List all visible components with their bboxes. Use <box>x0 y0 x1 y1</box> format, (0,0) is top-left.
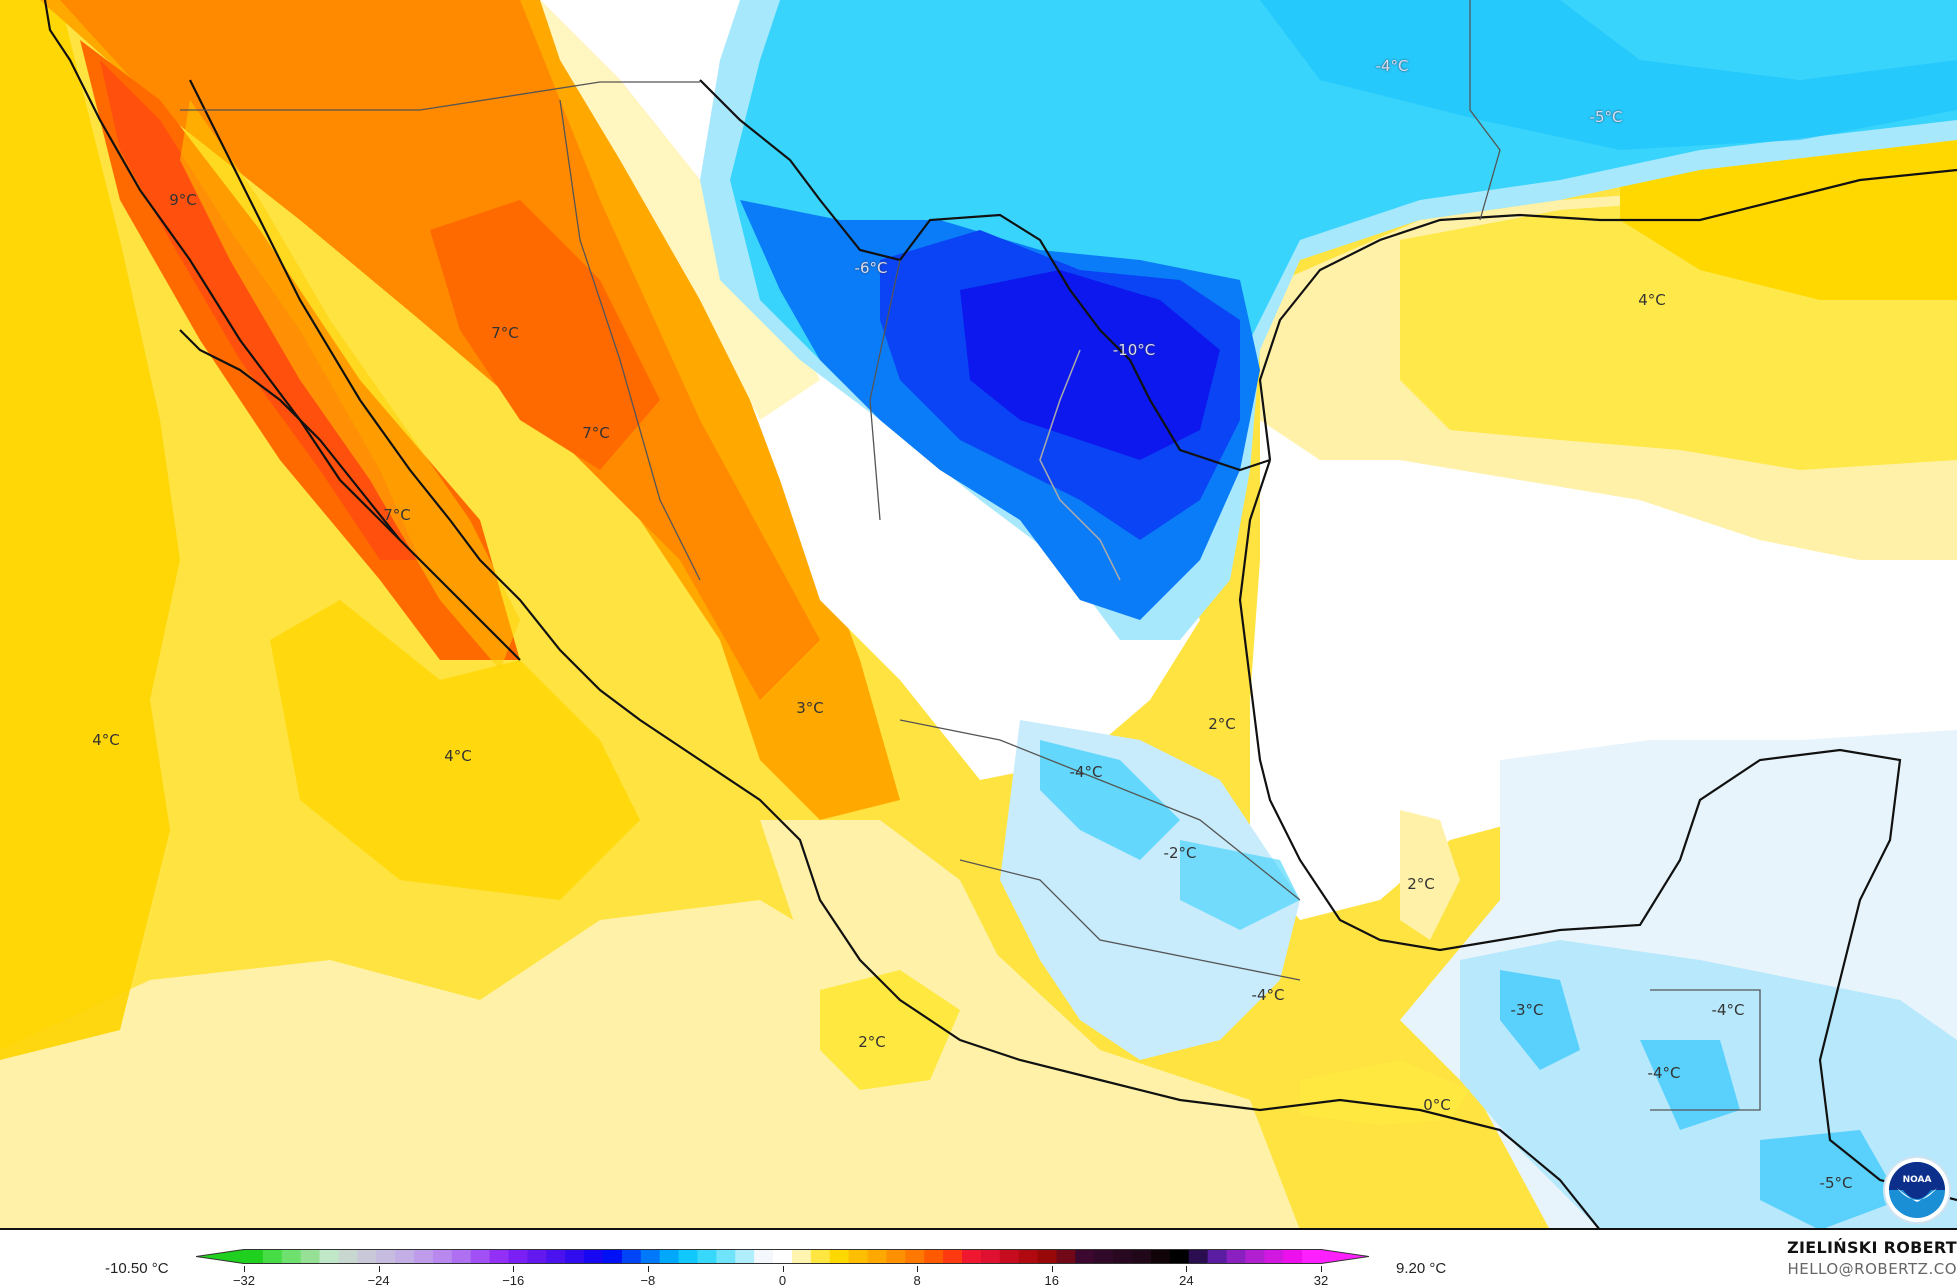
svg-text:NOAA: NOAA <box>1903 1175 1932 1185</box>
colorbar-tick-label: 24 <box>1179 1273 1194 1288</box>
contour-label: -4°C <box>1375 57 1409 75</box>
colorbar-max-label: 9.20 °C <box>1396 1260 1447 1277</box>
credit-block: ZIELIŃSKI ROBERT HELLO@ROBERTZ.CO <box>1757 1232 1957 1287</box>
colorbar-tick-label: −8 <box>640 1273 656 1288</box>
contour-label: 4°C <box>92 731 120 749</box>
contour-label: 0°C <box>1423 1096 1451 1114</box>
contour-label: -3°C <box>1510 1001 1544 1019</box>
contour-label: -4°C <box>1647 1064 1681 1082</box>
colorbar-tick-label: 0 <box>778 1273 787 1288</box>
contour-label: -4°C <box>1069 763 1103 781</box>
contour-label: -10°C <box>1112 341 1156 359</box>
contour-label: 7°C <box>582 424 610 442</box>
colorbar-tick-label: 32 <box>1313 1273 1329 1288</box>
colorbar-tick <box>513 1266 515 1272</box>
contour-label: 4°C <box>1638 291 1666 309</box>
colorbar-tick <box>378 1266 380 1272</box>
contour-label: -6°C <box>854 259 888 277</box>
colorbar <box>195 1249 1370 1264</box>
contour-label: 3°C <box>796 699 824 717</box>
noaa-logo: NOAA <box>1885 1158 1949 1222</box>
contour-label: 4°C <box>444 747 472 765</box>
colorbar-tick <box>782 1266 784 1272</box>
colorbar-tick <box>1186 1266 1188 1272</box>
contour-label: 7°C <box>491 324 519 342</box>
colorbar-tick-label: −24 <box>367 1273 390 1288</box>
author-email: HELLO@ROBERTZ.CO <box>1787 1260 1957 1278</box>
contour-label: -2°C <box>1163 844 1197 862</box>
colorbar-tick-label: −32 <box>232 1273 256 1288</box>
contour-label: -4°C <box>1251 986 1285 1004</box>
colorbar-tick <box>1051 1266 1053 1272</box>
contour-label: 9°C <box>169 191 197 209</box>
contour-label: 2°C <box>1407 875 1435 893</box>
contour-label: -5°C <box>1589 108 1623 126</box>
author-name: ZIELIŃSKI ROBERT <box>1787 1238 1957 1257</box>
colorbar-tick-label: 8 <box>913 1273 921 1288</box>
footer: -10.50 °C −32 −24 −16 −8 0 8 16 24 32 9.20 °C ZI… <box>0 1232 1957 1288</box>
contour-label: 7°C <box>383 506 411 524</box>
map-canvas <box>0 0 1957 1228</box>
contour-label: 2°C <box>858 1033 886 1051</box>
colorbar-min-label: -10.50 °C <box>105 1260 169 1277</box>
contour-label: -5°C <box>1819 1174 1853 1192</box>
colorbar-tick-label: −16 <box>502 1273 525 1288</box>
colorbar-tick <box>244 1266 245 1272</box>
contour-label: 2°C <box>1208 715 1236 733</box>
colorbar-tick <box>917 1266 919 1272</box>
colorbar-tick-label: 16 <box>1044 1273 1059 1288</box>
contour-label: -4°C <box>1711 1001 1745 1019</box>
temperature-anomaly-map: 9°C 7°C 7°C 7°C 4°C 4°C 3°C -6°C -10°C -4°C -5°C 4°… <box>0 0 1957 1230</box>
colorbar-tick <box>1321 1266 1322 1272</box>
colorbar-tick <box>647 1266 649 1272</box>
